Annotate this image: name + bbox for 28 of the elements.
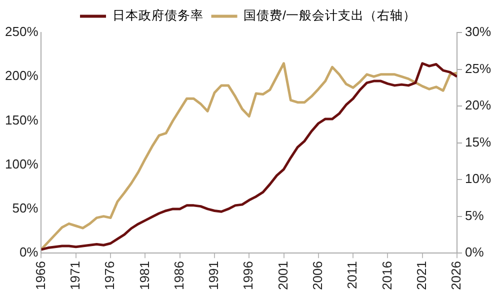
y2-tick-label: 15% — [464, 134, 492, 150]
x-tick-label: 2006 — [310, 261, 325, 290]
x-tick-label: 2026 — [448, 261, 464, 290]
legend-label: 日本政府债务率 — [112, 8, 204, 23]
x-tick-label: 1996 — [240, 261, 256, 290]
y-tick-label: 100% — [5, 156, 39, 172]
x-tick-label: 1991 — [206, 261, 222, 290]
legend-label: 国债费/一般会计支出（右轴） — [244, 8, 416, 23]
y2-tick-label: 5% — [464, 208, 484, 223]
y2-tick-label: 0% — [464, 244, 484, 260]
y2-tick-label: 25% — [464, 60, 492, 76]
y-tick-label: 250% — [5, 24, 39, 40]
y-tick-label: 0% — [19, 244, 39, 260]
y2-tick-label: 30% — [464, 24, 492, 40]
x-tick-label: 1986 — [171, 261, 186, 290]
y-tick-label: 200% — [5, 68, 39, 84]
y-tick-label: 50% — [12, 200, 39, 216]
x-tick-label: 1971 — [67, 261, 82, 290]
x-tick-label: 2021 — [414, 261, 429, 290]
y2-tick-label: 20% — [464, 98, 492, 113]
x-tick-label: 2016 — [379, 261, 394, 290]
x-tick-label: 1976 — [102, 261, 118, 290]
x-tick-label: 2011 — [344, 261, 360, 290]
x-tick-label: 1981 — [136, 261, 152, 290]
x-tick-label: 2001 — [275, 261, 290, 290]
y2-tick-label: 10% — [464, 171, 492, 186]
y-tick-label: 150% — [5, 112, 39, 128]
x-tick-label: 1966 — [32, 261, 48, 290]
